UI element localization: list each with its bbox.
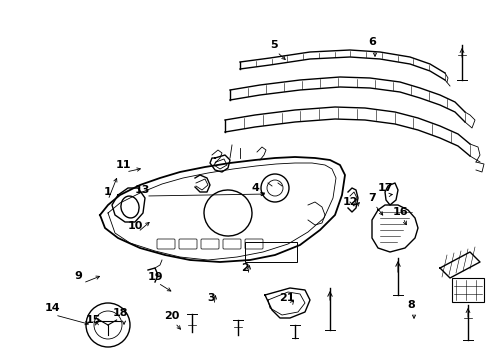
Text: 13: 13 — [134, 185, 149, 195]
Text: 19: 19 — [147, 272, 163, 282]
Text: 21: 21 — [279, 293, 295, 303]
Text: 3: 3 — [207, 293, 215, 303]
Text: 6: 6 — [368, 37, 376, 47]
Text: 9: 9 — [74, 271, 82, 281]
Text: 14: 14 — [44, 303, 60, 313]
Bar — [452, 278, 484, 302]
Text: 18: 18 — [112, 308, 128, 318]
Text: 4: 4 — [251, 183, 259, 193]
Text: 2: 2 — [241, 263, 249, 273]
Text: 8: 8 — [407, 300, 415, 310]
Text: 16: 16 — [392, 207, 408, 217]
Text: 7: 7 — [368, 193, 376, 203]
Text: 1: 1 — [104, 187, 112, 197]
Text: 10: 10 — [127, 221, 143, 231]
Text: 5: 5 — [270, 40, 278, 50]
Text: 11: 11 — [115, 160, 131, 170]
Text: 12: 12 — [342, 197, 358, 207]
Text: 20: 20 — [164, 311, 180, 321]
Text: 17: 17 — [377, 183, 393, 193]
Text: 15: 15 — [85, 315, 100, 325]
Bar — [245, 242, 297, 262]
